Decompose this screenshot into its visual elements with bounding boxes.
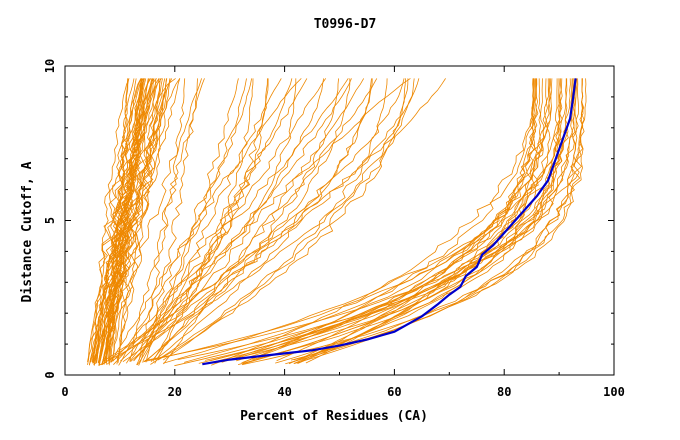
- model-curve: [95, 78, 153, 364]
- model-curve: [150, 78, 388, 365]
- model-curve: [93, 78, 154, 364]
- model-curve: [205, 78, 536, 361]
- model-curve: [154, 78, 254, 364]
- model-curve: [275, 78, 542, 364]
- model-curve: [141, 78, 534, 363]
- model-curve: [133, 78, 269, 361]
- model-curve: [107, 78, 128, 362]
- model-curves: [87, 78, 587, 367]
- x-axis-label: Percent of Residues (CA): [240, 409, 428, 424]
- model-curve: [145, 78, 198, 363]
- chart-title: T0996-D7: [314, 17, 377, 32]
- model-curve: [163, 78, 571, 364]
- model-curve: [87, 78, 142, 365]
- model-curve: [177, 78, 561, 360]
- model-curve: [92, 78, 167, 363]
- model-curve: [237, 78, 576, 365]
- model-curve: [242, 78, 545, 365]
- model-curve: [198, 78, 575, 364]
- model-curve: [98, 78, 162, 364]
- model-curve: [98, 78, 161, 366]
- model-curve: [174, 78, 551, 367]
- model-curve: [205, 78, 559, 365]
- x-tick-label: 100: [603, 385, 625, 399]
- model-curve: [122, 78, 373, 363]
- y-tick-label: 0: [43, 371, 57, 378]
- axis-ticks: [64, 65, 615, 376]
- model-curve: [108, 78, 142, 366]
- model-curve: [138, 78, 239, 366]
- model-curve: [101, 78, 446, 366]
- model-curve: [150, 78, 378, 362]
- model-curve: [162, 78, 415, 361]
- model-curve: [276, 78, 553, 362]
- model-curve: [120, 78, 324, 362]
- model-curve: [129, 78, 205, 361]
- model-curve: [163, 78, 365, 365]
- axis-tick-labels: 0 20 40 60 80 100 0 5 10: [43, 59, 625, 399]
- highlight-layer: [202, 78, 577, 366]
- model-curve: [112, 78, 151, 361]
- model-curve: [183, 78, 537, 363]
- model-curve: [144, 78, 351, 363]
- model-curve: [125, 78, 308, 364]
- model-curve: [231, 78, 539, 360]
- model-curve: [293, 78, 585, 361]
- model-curve: [211, 78, 536, 366]
- model-curve: [242, 78, 537, 363]
- y-axis-label: Distance Cutoff, A: [20, 161, 35, 302]
- model-curve: [157, 78, 406, 361]
- x-tick-label: 60: [387, 385, 401, 399]
- model-curve: [129, 78, 268, 362]
- model-curve: [101, 78, 181, 366]
- model-curve: [152, 78, 293, 362]
- model-curve: [118, 78, 252, 366]
- model-curve: [138, 78, 186, 361]
- model-curve: [133, 78, 352, 362]
- x-tick-label: 0: [61, 385, 68, 399]
- model-curve: [285, 78, 577, 365]
- y-tick-label: 10: [43, 59, 57, 73]
- model-curve: [241, 78, 563, 364]
- model-curve: [145, 78, 339, 362]
- x-tick-label: 80: [497, 385, 511, 399]
- x-tick-label: 40: [277, 385, 291, 399]
- model-curve: [106, 78, 420, 365]
- model-curve: [99, 78, 147, 366]
- model-curve: [110, 78, 302, 362]
- model-curve: [288, 78, 567, 365]
- model-curve: [113, 78, 411, 365]
- model-curve: [103, 78, 202, 362]
- model-curve: [98, 78, 409, 366]
- model-curve: [297, 78, 548, 364]
- y-tick-label: 5: [43, 217, 57, 224]
- x-tick-label: 20: [168, 385, 182, 399]
- model-curve: [130, 78, 297, 362]
- highlight-curve: [202, 78, 577, 366]
